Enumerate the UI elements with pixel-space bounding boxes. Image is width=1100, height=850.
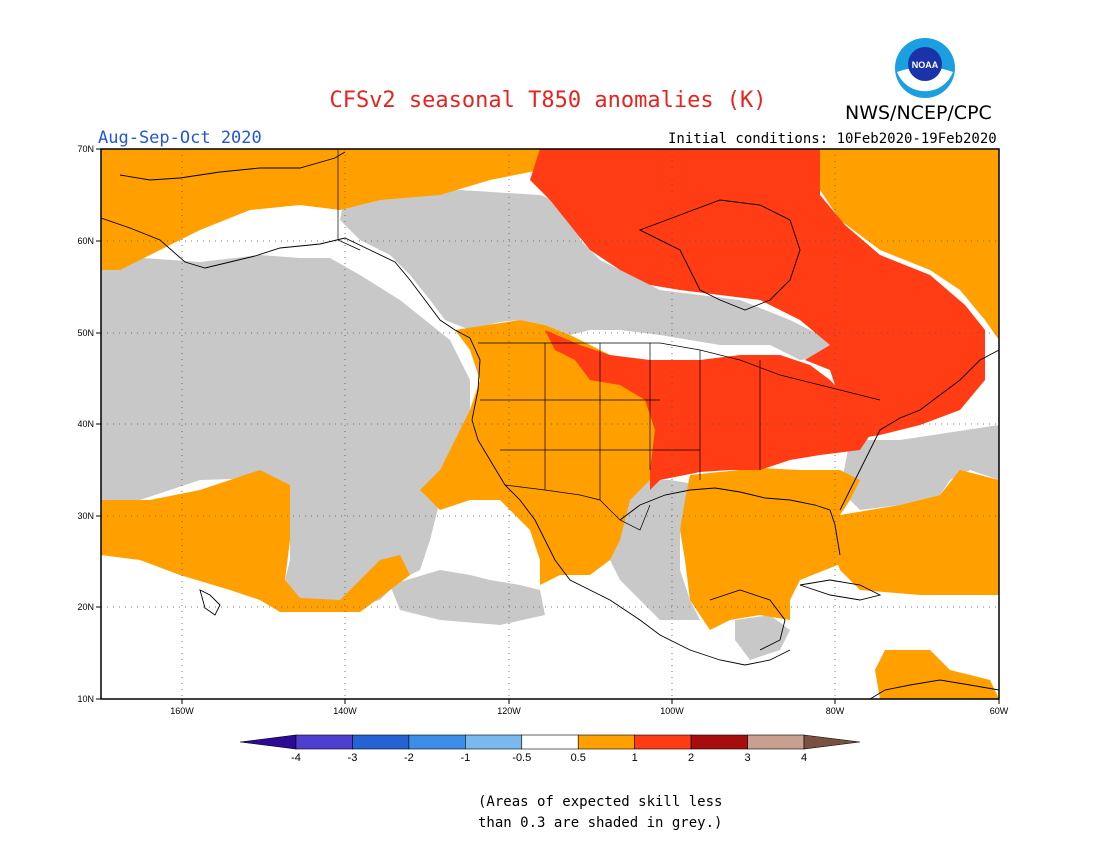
red-region-canada (530, 149, 985, 440)
footnote-line-1: (Areas of expected skill less (478, 794, 723, 810)
colorbar-tick-label: -4 (291, 752, 301, 764)
latitude-axis: 70N 60N 50N 40N 30N 20N 10N (77, 144, 101, 704)
orange-region-north (101, 149, 540, 270)
coastline-arctic (119, 151, 346, 181)
coastline-yucatan (709, 589, 786, 651)
orange-region-northeast (820, 149, 999, 340)
coastline-gulf (619, 487, 841, 556)
noaa-logo-text: NOAA (912, 60, 939, 70)
colorbar-swatch (295, 734, 353, 750)
orange-region-southeast-us (680, 468, 860, 630)
footnote-line-2: than 0.3 are shaded in grey.) (478, 815, 723, 831)
colorbar-tick-label: 0.5 (571, 752, 586, 764)
lon-label-80w: 80W (826, 706, 845, 716)
lat-label-70n: 70N (77, 144, 94, 154)
longitude-axis: 160W 140W 120W 100W 80W 60W (170, 699, 1009, 716)
grey-region-pacific (101, 255, 470, 612)
coastline-alaska (101, 217, 471, 339)
coastline-south-america (869, 679, 999, 699)
coastline-east-us (839, 349, 999, 511)
lon-label-100w: 100W (660, 706, 684, 716)
initial-conditions-label: Initial conditions: 10Feb2020-19Feb2020 (668, 131, 997, 147)
coastline-hawaii (199, 589, 221, 616)
border-alaska-canada (337, 149, 361, 251)
lon-label-60w: 60W (990, 706, 1009, 716)
lat-label-50n: 50N (77, 328, 94, 338)
agency-label: NWS/NCEP/CPC (845, 102, 992, 124)
anomaly-field (101, 149, 999, 699)
colorbar-tick-label: -2 (404, 752, 414, 764)
lon-label-160w: 160W (170, 706, 194, 716)
colorbar: -4 -3 -2 -1 -0.5 0.5 1 2 3 4 (239, 734, 861, 764)
colorbar-swatch (634, 734, 692, 750)
colorbar-swatch (747, 734, 805, 750)
colorbar-swatch (408, 734, 466, 750)
grey-region-pacific-south (390, 570, 545, 625)
colorbar-extend-high (803, 734, 861, 750)
colorbar-swatch (521, 734, 579, 750)
colorbar-swatch (352, 734, 410, 750)
colorbar-tick-label: 3 (744, 752, 750, 764)
grey-region-atlantic (840, 425, 999, 510)
colorbar-tick-label: -0.5 (512, 752, 531, 764)
orange-region-east-pacific (101, 470, 410, 612)
border-us-canada (478, 342, 881, 401)
lon-label-140w: 140W (333, 706, 357, 716)
grey-region-mexico-caribbean (610, 480, 700, 620)
colorbar-tick-label: 2 (688, 752, 694, 764)
season-label: Aug-Sep-Oct 2020 (98, 128, 262, 148)
colorbar-tick-label: 4 (801, 752, 807, 764)
red-region-midwest-us (545, 330, 870, 490)
lon-label-120w: 120W (497, 706, 521, 716)
lat-label-10n: 10N (77, 694, 94, 704)
orange-region-south-america (875, 650, 999, 699)
colorbar-swatch (577, 734, 635, 750)
colorbar-tick-label: -3 (348, 752, 358, 764)
coastline-hudson (638, 199, 801, 311)
coastline-cuba (799, 579, 882, 601)
noaa-logo: NOAA (895, 38, 955, 98)
grey-region-alaska-canada (340, 190, 840, 360)
grey-region-central-america (735, 615, 790, 660)
coastlines (101, 151, 999, 699)
colorbar-tick-label: 1 (632, 752, 638, 764)
map-title: CFSv2 seasonal T850 anomalies (K) (329, 88, 767, 113)
coastline-west-us (469, 337, 791, 666)
colorbar-swatch (690, 734, 748, 750)
lat-label-30n: 30N (77, 511, 94, 521)
lat-label-40n: 40N (77, 419, 94, 429)
colorbar-extend-low (239, 734, 297, 750)
political-borders (337, 149, 881, 531)
lat-label-60n: 60N (77, 236, 94, 246)
footnote: (Areas of expected skill less than 0.3 a… (478, 792, 722, 834)
lat-label-20n: 20N (77, 602, 94, 612)
colorbar-tick-label: -1 (460, 752, 470, 764)
orange-region-atlantic (830, 470, 999, 595)
colorbar-swatch (465, 734, 523, 750)
